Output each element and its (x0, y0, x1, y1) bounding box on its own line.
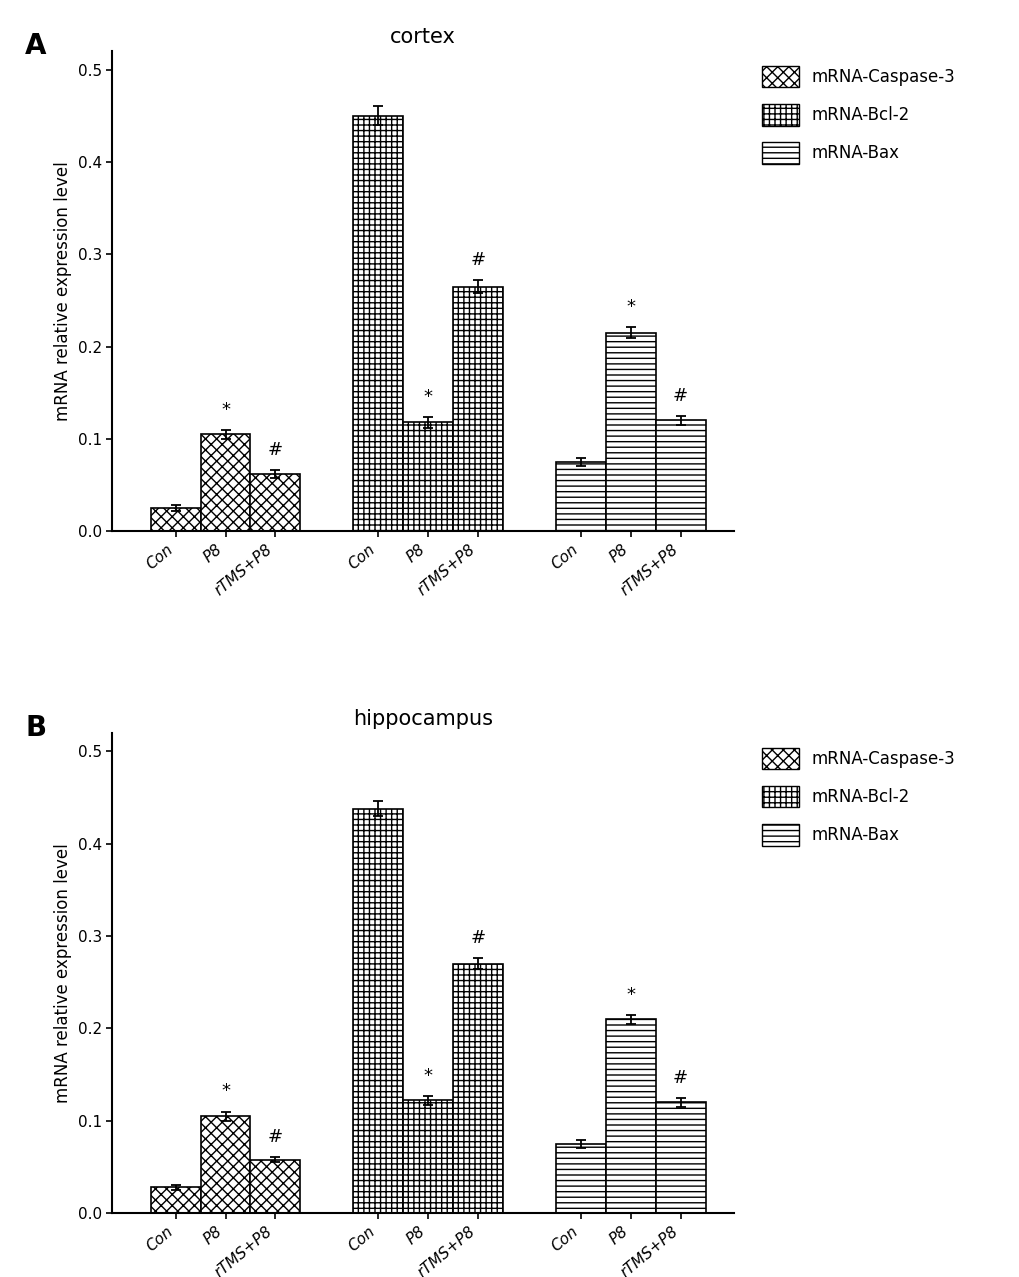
Text: *: * (221, 1083, 229, 1101)
Text: *: * (423, 1066, 432, 1084)
Bar (452, 286, 502, 531)
Bar (655, 1102, 705, 1213)
Bar (655, 420, 705, 531)
Text: #: # (470, 930, 485, 948)
Legend: mRNA-Caspase-3, mRNA-Bcl-2, mRNA-Bax: mRNA-Caspase-3, mRNA-Bcl-2, mRNA-Bax (754, 741, 961, 852)
Bar (353, 808, 403, 1213)
Bar (452, 964, 502, 1213)
Bar (555, 462, 605, 531)
Text: #: # (470, 252, 485, 269)
Text: #: # (268, 1128, 282, 1145)
Bar (251, 1160, 301, 1213)
Bar (605, 333, 655, 531)
Bar (151, 508, 201, 531)
Y-axis label: mRNA relative expression level: mRNA relative expression level (54, 843, 72, 1103)
Bar (251, 474, 301, 531)
Bar (201, 1116, 251, 1213)
Text: *: * (626, 298, 635, 317)
Bar (403, 423, 452, 531)
Title: hippocampus: hippocampus (353, 709, 493, 729)
Text: *: * (221, 401, 229, 419)
Bar (353, 116, 403, 531)
Text: A: A (25, 32, 47, 60)
Bar (555, 1144, 605, 1213)
Text: #: # (673, 1069, 688, 1087)
Text: B: B (25, 714, 46, 742)
Text: *: * (626, 986, 635, 1004)
Bar (201, 434, 251, 531)
Text: #: # (673, 387, 688, 405)
Bar (151, 1188, 201, 1213)
Text: #: # (268, 442, 282, 460)
Bar (605, 1019, 655, 1213)
Bar (403, 1101, 452, 1213)
Text: *: * (423, 388, 432, 406)
Y-axis label: mRNA relative expression level: mRNA relative expression level (54, 161, 72, 421)
Title: cortex: cortex (390, 27, 455, 47)
Legend: mRNA-Caspase-3, mRNA-Bcl-2, mRNA-Bax: mRNA-Caspase-3, mRNA-Bcl-2, mRNA-Bax (754, 60, 961, 170)
